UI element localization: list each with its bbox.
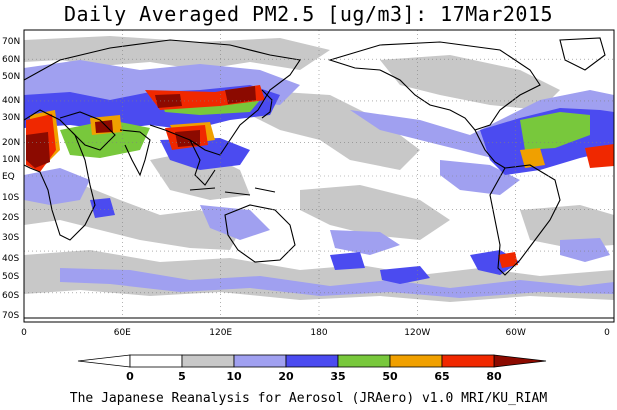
- colorbar-min-arrow: [77, 354, 131, 368]
- colorbar-swatch: [181, 354, 235, 368]
- lat-label: 20S: [2, 213, 19, 223]
- lat-label: 10N: [2, 155, 20, 165]
- colorbar-label: 5: [178, 370, 186, 383]
- lat-label: 70S: [2, 311, 19, 321]
- lat-label: 50N: [2, 72, 20, 82]
- colorbar-label: 35: [330, 370, 345, 383]
- lon-label: 120W: [404, 328, 430, 338]
- colorbar-swatch: [285, 354, 339, 368]
- map-frame: [23, 29, 615, 323]
- lon-label: 0: [604, 328, 610, 338]
- lat-label: 50S: [2, 272, 19, 282]
- lat-label: 30N: [2, 113, 20, 123]
- colorbar-label: 80: [486, 370, 502, 383]
- map-title: Daily Averaged PM2.5 [ug/m3]: 17Mar2015: [63, 2, 554, 26]
- colorbar-label: 20: [278, 370, 294, 383]
- lon-label: 0: [21, 328, 27, 338]
- colorbar-swatch: [389, 354, 443, 368]
- colorbar-label: 50: [382, 370, 398, 383]
- lat-label: 60S: [2, 291, 19, 301]
- latitude-labels: 70N 60N 50N 40N 30N 20N 10N EQ 10S 20S 3…: [2, 37, 20, 321]
- colorbar-swatch: [441, 354, 495, 368]
- lat-label: 10S: [2, 193, 19, 203]
- colorbar-swatch: [233, 354, 287, 368]
- pm25-field: [24, 36, 614, 302]
- longitude-labels: 0 60E 120E 180 120W 60W 0: [21, 328, 610, 338]
- colorbar-label: 0: [126, 370, 134, 383]
- south-america-coast: [489, 164, 561, 276]
- australia-coast: [224, 204, 296, 263]
- africa-coast: [24, 109, 96, 241]
- north-america-coast: [328, 41, 541, 131]
- gridlines: [24, 30, 614, 322]
- lat-label: 60N: [2, 55, 20, 65]
- lat-label: EQ: [2, 172, 15, 182]
- lon-label: 60E: [114, 328, 131, 338]
- colorbar-swatch: [337, 354, 391, 368]
- colorbar-swatch: [129, 354, 183, 368]
- credit-line: The Japanese Reanalysis for Aerosol (JRA…: [69, 391, 548, 406]
- colorbar: 0 5 10 20 35 50 65 80: [77, 354, 547, 383]
- lat-label: 40N: [2, 96, 20, 106]
- colorbar-label: 65: [434, 370, 449, 383]
- colorbar-max-arrow: [493, 354, 547, 368]
- lon-label: 120E: [209, 328, 232, 338]
- lat-label: 30S: [2, 233, 19, 243]
- lon-label: 180: [310, 328, 327, 338]
- lat-label: 70N: [2, 37, 20, 47]
- lat-label: 40S: [2, 254, 19, 264]
- lat-label: 20N: [2, 138, 20, 148]
- colorbar-label: 10: [226, 370, 242, 383]
- lon-label: 60W: [506, 328, 526, 338]
